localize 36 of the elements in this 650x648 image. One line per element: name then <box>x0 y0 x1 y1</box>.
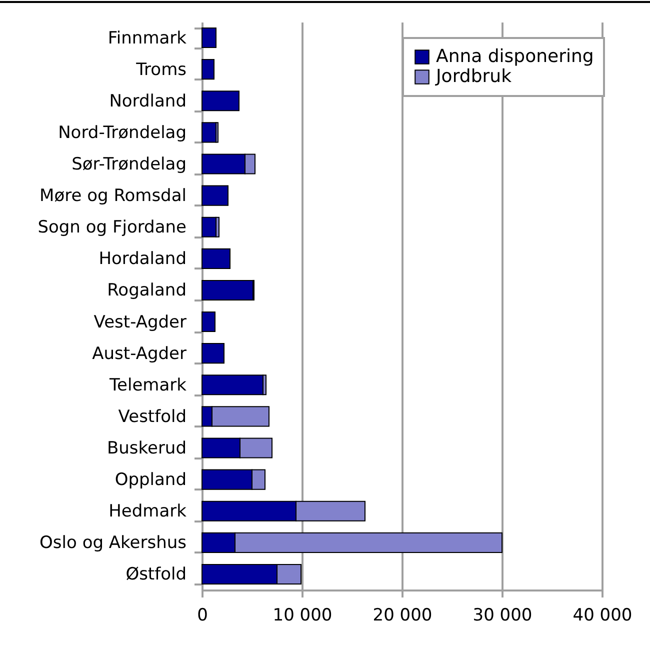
y-tick-label: Nordland <box>109 91 186 112</box>
x-tick-label: 20 000 <box>372 606 432 626</box>
bar <box>202 216 216 238</box>
legend-label: Jordbruk <box>435 66 512 87</box>
y-tick-label: Nord-Trøndelag <box>58 122 186 143</box>
bar <box>202 280 254 301</box>
bar <box>202 374 264 396</box>
x-tick-label: 10 000 <box>272 606 332 626</box>
y-tick-label: Rogaland <box>107 280 186 301</box>
y-tick-label: Oppland <box>114 470 186 490</box>
bar <box>202 185 228 206</box>
bar <box>202 59 214 80</box>
y-tick-label: Vest-Agder <box>94 312 187 332</box>
x-tick-label: 40 000 <box>572 606 632 626</box>
y-tick-label: Finnmark <box>108 28 187 48</box>
bar <box>202 248 230 269</box>
bar <box>202 122 216 143</box>
y-tick-label: Vestfold <box>118 406 186 427</box>
y-tick-label: Buskerud <box>106 438 186 458</box>
y-tick-label: Oslo og Akershus <box>40 533 187 554</box>
y-tick-label: Sogn og Fjordane <box>38 218 186 238</box>
x-tick-label: 0 <box>197 606 208 626</box>
y-tick-label: Møre og Romsdal <box>40 186 186 206</box>
bar <box>202 90 240 112</box>
y-tick-label: Hedmark <box>108 502 187 522</box>
y-tick-label: Troms <box>135 60 187 80</box>
bar <box>202 27 216 48</box>
y-tick-label: Telemark <box>108 375 187 396</box>
y-tick-label: Østfold <box>126 564 186 585</box>
bar <box>202 311 216 332</box>
y-tick-label: Sør-Trøndelag <box>72 154 186 174</box>
y-tick-label: Aust-Agder <box>92 344 186 364</box>
y-tick-label: Hordaland <box>98 249 186 270</box>
bar <box>202 343 224 364</box>
x-tick-label: 30 000 <box>472 606 532 626</box>
legend-label: Anna disponering <box>436 46 594 67</box>
